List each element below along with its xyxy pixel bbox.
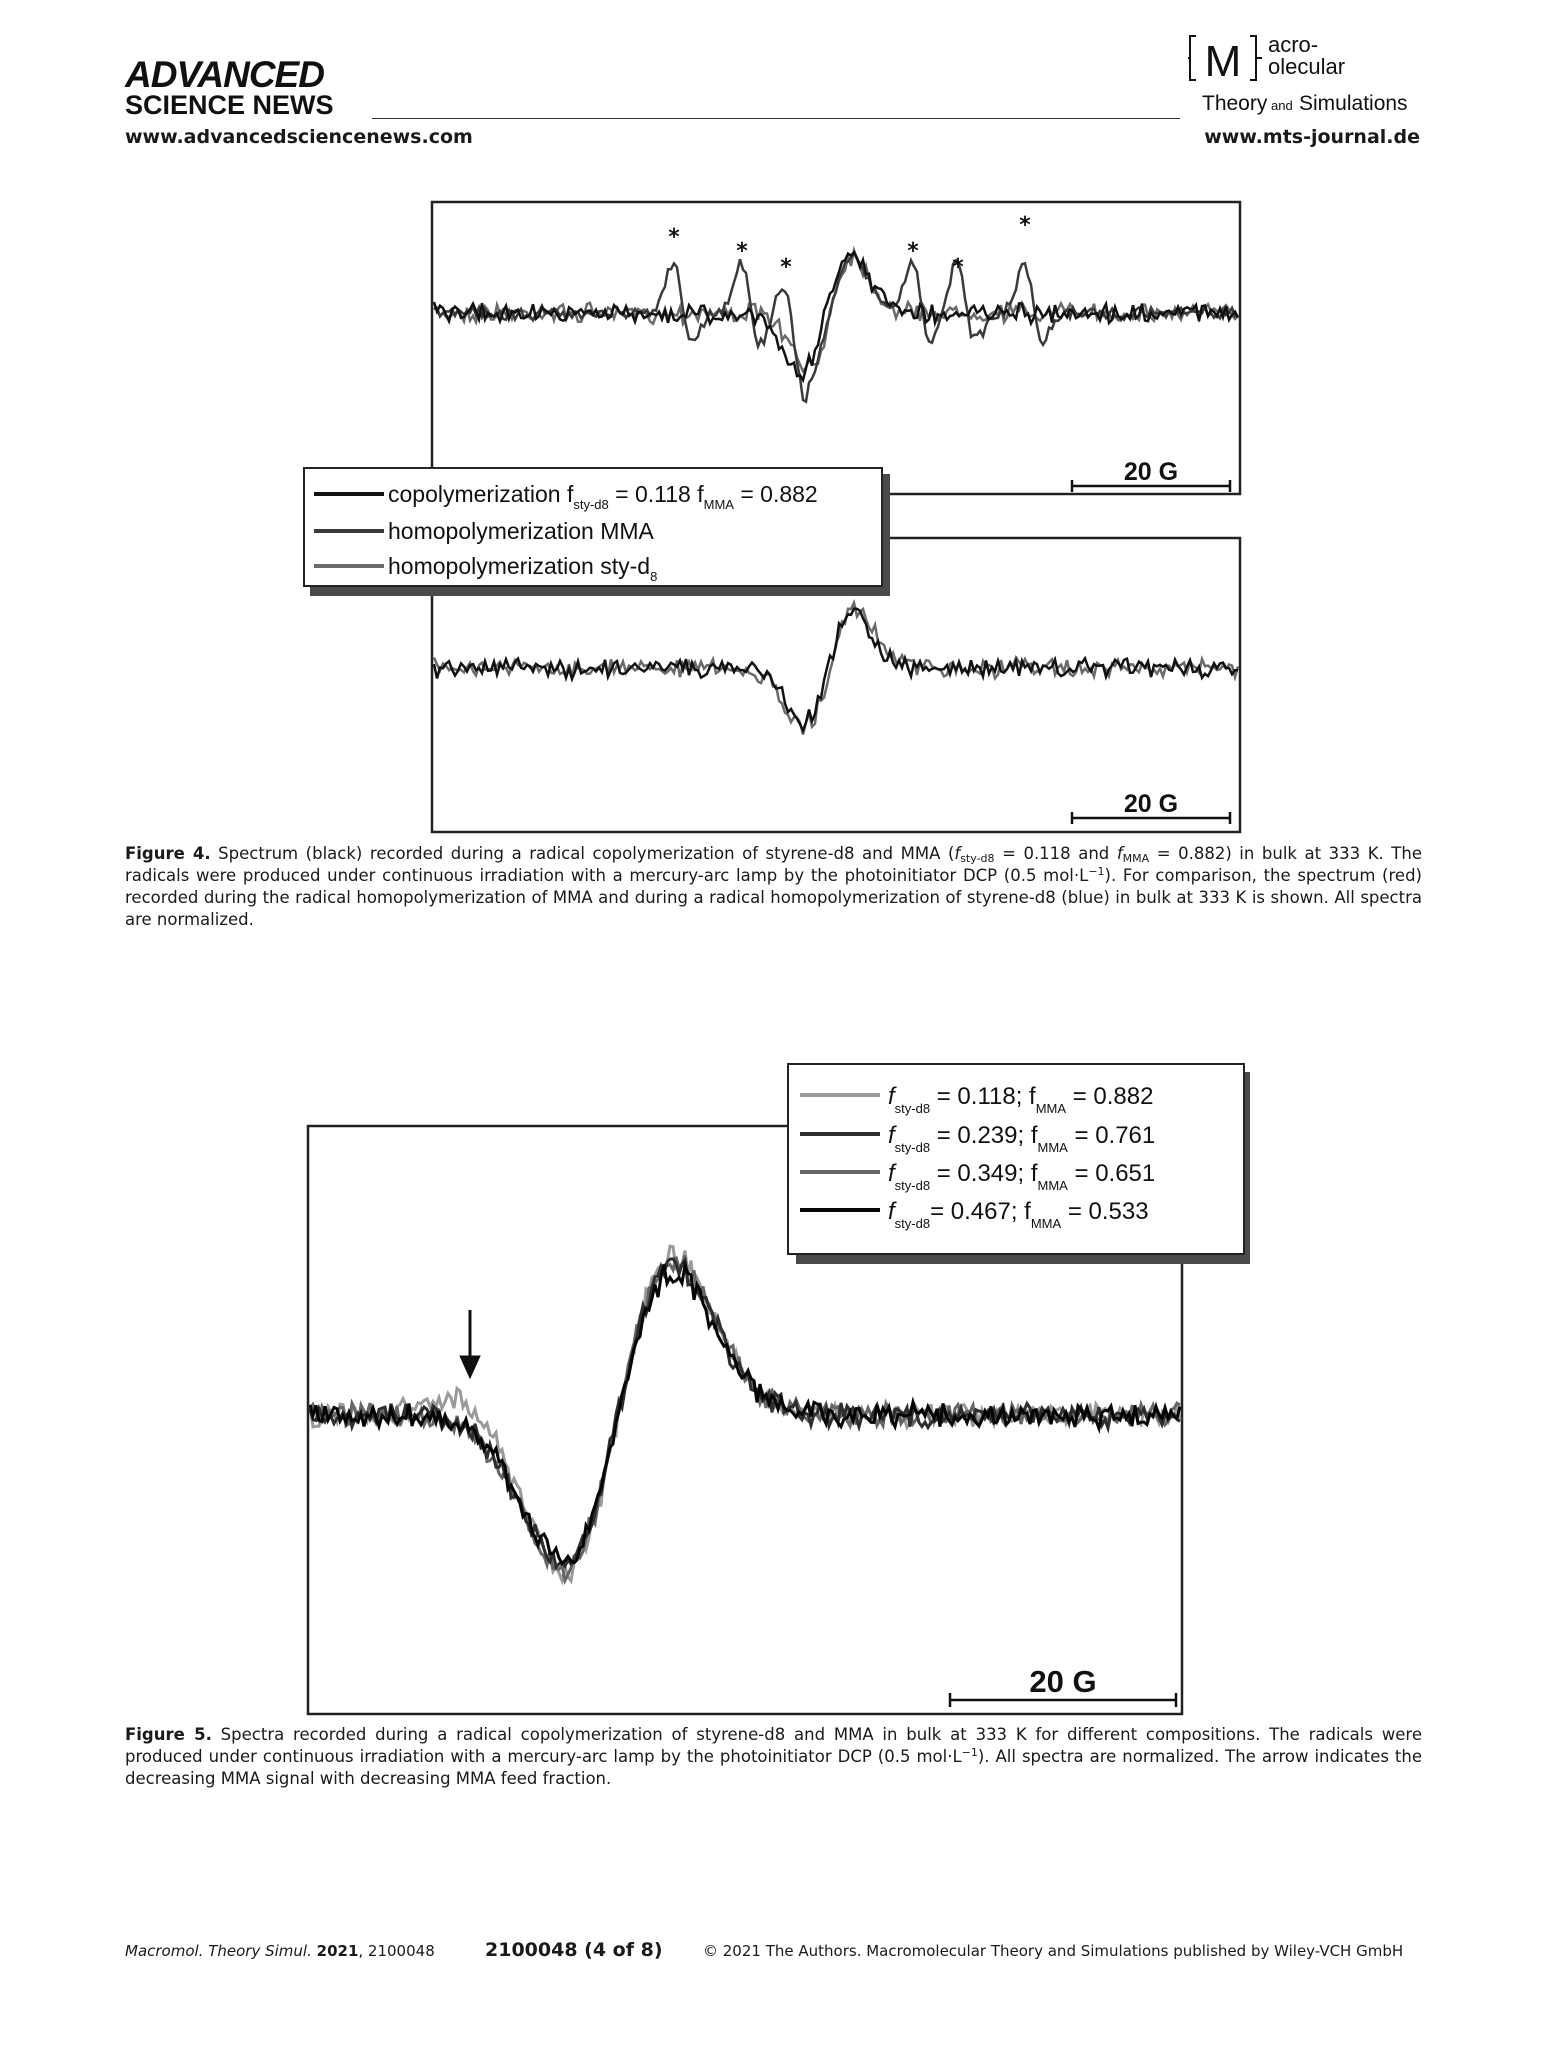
fig4-asterisk-1: * <box>668 225 680 250</box>
fig4-top-scale-bar <box>1070 480 1232 492</box>
fig4-top-panel-frame <box>430 200 1242 496</box>
fig4-asterisk-2: * <box>736 239 748 264</box>
journal-logo-letter: M <box>1205 37 1242 86</box>
fig4-bottom-scale-label: 20 G <box>1124 790 1178 818</box>
brand-logo-advanced: ADVANCED <box>125 54 325 95</box>
figure-4: * * * * * * 20 G 20 G copolymerization f… <box>303 200 1242 834</box>
fig5-panel-frame <box>306 1124 1184 1716</box>
footer-citation: Macromol. Theory Simul. 2021, 2100048 <box>125 1942 435 1960</box>
fig5-legend-label-2: fsty-d8 = 0.239; fMMA = 0.761 <box>888 1122 1155 1155</box>
fig5-scale-bar <box>948 1693 1178 1707</box>
fig4-top-traces <box>432 245 1240 404</box>
footer-page-number: 2100048 (4 of 8) <box>485 1939 663 1961</box>
fig4-legend-box <box>303 467 883 587</box>
fig5-arrow <box>459 1310 481 1380</box>
footer-copyright: © 2021 The Authors. Macromolecular Theor… <box>703 1942 1404 1960</box>
fig4-asterisk-4: * <box>907 239 919 264</box>
fig4-legend-label-2: homopolymerization MMA <box>388 518 655 544</box>
fig4-bottom-traces <box>432 598 1240 735</box>
journal-logo-sub1: Theory <box>1202 92 1268 115</box>
fig5-legend-label-3: fsty-d8 = 0.349; fMMA = 0.651 <box>888 1160 1155 1193</box>
figure-4-caption: Figure 4. Spectrum (black) recorded duri… <box>125 844 1422 929</box>
figure-5-caption: Figure 5. Spectra recorded during a radi… <box>125 1725 1423 1788</box>
journal-logo-sub2: Simulations <box>1299 92 1408 115</box>
journal-logo-and: and <box>1271 98 1293 113</box>
fig4-caption-label: Figure 4. <box>125 844 211 863</box>
fig4-asterisk-3: * <box>780 255 792 280</box>
journal-url[interactable]: www.mts-journal.de <box>1204 126 1420 148</box>
journal-logo-top: acro- <box>1268 32 1318 57</box>
journal-logo-mid: olecular <box>1268 54 1345 79</box>
fig5-traces <box>308 1244 1182 1586</box>
fig5-scale-label: 20 G <box>1029 1664 1096 1699</box>
fig5-legend-label-1: fsty-d8 = 0.118; fMMA = 0.882 <box>888 1083 1153 1116</box>
fig4-asterisk-5: * <box>952 255 964 280</box>
figure-5: 20 G fsty-d8 = 0.118; fMMA = 0.882 fsty-… <box>306 1063 1250 1716</box>
fig4-bottom-scale-bar <box>1070 812 1232 824</box>
fig4-asterisk-6: * <box>1019 213 1031 238</box>
brand-logo-science-news: SCIENCE NEWS <box>125 90 334 120</box>
publisher-url[interactable]: www.advancedsciencenews.com <box>125 126 473 148</box>
fig5-caption-label: Figure 5. <box>125 1725 212 1744</box>
header-rule <box>372 118 1180 119</box>
fig4-legend-label-3: homopolymerization sty-d8 <box>388 553 657 584</box>
fig4-legend-label-1: copolymerization fsty-d8 = 0.118 fMMA = … <box>388 481 818 512</box>
fig4-top-scale-label: 20 G <box>1124 458 1178 486</box>
fig5-legend-label-4: fsty-d8= 0.467; fMMA = 0.533 <box>888 1198 1149 1231</box>
journal-logo: M acro- olecular Theory and Simulations <box>1188 32 1408 115</box>
